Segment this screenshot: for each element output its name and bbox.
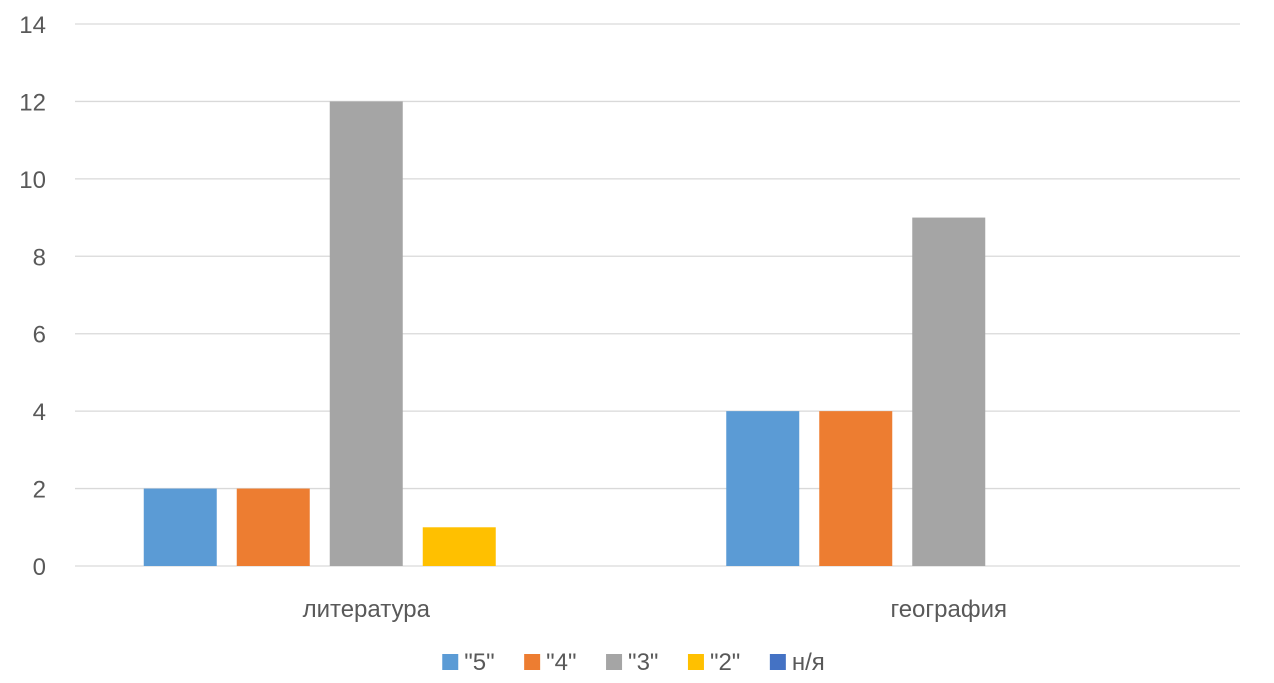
x-category-label: литература [303,596,431,623]
legend-swatch [524,654,541,670]
legend-item: "2" [687,649,740,676]
legend: "5" "4" "3" "2" н/я [442,649,825,676]
bar [329,101,403,566]
bars [143,101,986,567]
y-tick-label: 0 [33,554,46,581]
legend-label: "4" [546,649,576,676]
legend-item: н/я [769,649,825,676]
legend-label: "5" [464,649,494,676]
bar [143,488,217,566]
legend-label: н/я [792,649,825,676]
bar [422,527,496,566]
y-tick-label: 14 [19,12,46,39]
x-category-label: география [890,596,1007,623]
gridlines [75,23,1240,567]
bar [912,217,986,567]
legend-swatch [769,654,786,670]
legend-label: "2" [710,649,740,676]
y-tick-label: 12 [19,89,46,116]
x-axis-category-labels: литература география [303,596,1007,623]
legend-swatch [442,654,459,670]
legend-item: "4" [524,649,577,676]
legend-label: "3" [628,649,658,676]
legend-swatch [687,654,704,670]
y-tick-label: 2 [33,477,46,504]
legend-swatch [606,654,623,670]
y-axis-tick-labels: 0 2 4 6 8 10 12 14 [19,12,46,581]
y-tick-label: 6 [33,322,46,349]
legend-item: "3" [606,649,658,676]
y-tick-label: 8 [33,244,46,271]
bar [726,411,800,566]
y-tick-label: 4 [33,399,46,426]
bar [236,488,310,566]
legend-item: "5" [442,649,495,676]
bar [819,411,893,566]
y-tick-label: 10 [19,167,46,194]
